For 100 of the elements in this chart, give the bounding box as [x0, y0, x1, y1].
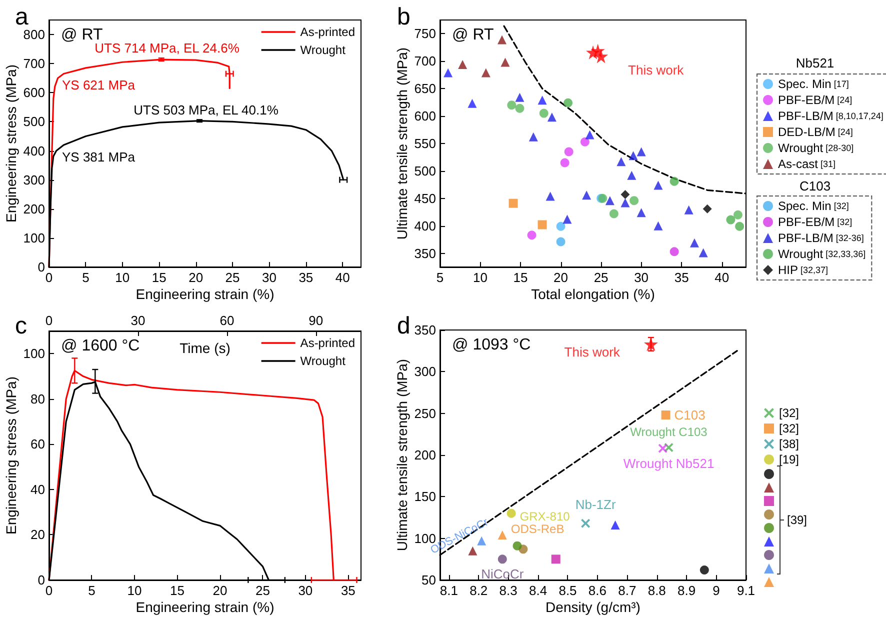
- y-tick-label: 450: [414, 190, 436, 206]
- annotation: @ RT: [452, 26, 494, 44]
- annotation: C103: [674, 408, 706, 422]
- x-tick-label: 5: [82, 270, 90, 285]
- annotation: Nb-1Zr: [575, 496, 616, 512]
- x-axis-title: Engineering strain (%): [136, 599, 274, 615]
- legend-label: PBF-LB/M [32-36]: [778, 231, 864, 245]
- x-tick-label: 30: [298, 583, 313, 598]
- x2-tick-label: 90: [308, 313, 324, 328]
- x-tick-label: 10: [127, 583, 142, 598]
- x-tick-label: 9: [712, 583, 720, 598]
- x-tick-label: 15: [513, 270, 528, 285]
- x-tick-label: 9.1: [736, 583, 756, 598]
- y-tick-label: 0: [38, 260, 45, 274]
- y-axis-title: Ultimate tensile strength (MPa): [394, 358, 410, 552]
- x-tick-label: 8.7: [618, 583, 636, 598]
- chart-title: b: [397, 4, 410, 30]
- x-tick-label: 8.2: [470, 583, 488, 598]
- y-tick-label: 0: [38, 572, 45, 588]
- x-axis-title: Total elongation (%): [531, 286, 655, 302]
- y-tick-label: 300: [23, 172, 45, 188]
- y-tick-label: 350: [414, 322, 436, 338]
- annotation: Wrought Nb521: [623, 456, 714, 471]
- x2-axis-title: Time (s): [180, 340, 230, 356]
- legend-label: HIP [32,37]: [778, 263, 828, 277]
- x-tick-label: 20: [188, 270, 204, 285]
- y-tick-label: 250: [414, 406, 436, 421]
- text: C103: [799, 178, 831, 194]
- annotation: YS 381 MPa: [62, 150, 136, 164]
- y-axis-title: Engineering stress (MPa): [3, 64, 19, 222]
- y-tick-label: 700: [414, 54, 436, 69]
- y-tick-label: 200: [23, 201, 45, 216]
- x-tick-label: 15: [170, 583, 184, 598]
- y-tick-label: 400: [23, 143, 45, 158]
- y-tick-label: 60: [30, 436, 45, 452]
- y-tick-label: 300: [414, 364, 436, 380]
- text: Nb521: [796, 56, 834, 70]
- legend-label: PBF-EB/M [32]: [778, 215, 852, 229]
- x-tick-label: 10: [115, 270, 130, 285]
- legend-label: [19]: [779, 452, 800, 466]
- legend-label: Wrought: [300, 43, 346, 57]
- series-label: This work: [628, 62, 684, 78]
- y-tick-label: 350: [414, 246, 436, 261]
- x-tick-label: 5: [88, 583, 96, 598]
- y-tick-label: 20: [30, 527, 45, 542]
- x-tick-label: 8.3: [499, 583, 518, 598]
- legend-label: PBF-LB/M [8,10,17,24]: [778, 109, 884, 123]
- x-tick-label: 30: [634, 270, 649, 285]
- x-tick-label: 40: [714, 270, 730, 285]
- y-tick-label: 40: [30, 482, 45, 497]
- legend-label: Spec. Min [32]: [778, 199, 849, 213]
- y-tick-label: 650: [414, 81, 436, 96]
- legend-label: DED-LB/M [24]: [778, 125, 853, 139]
- y-axis-title: Engineering stress (MPa): [3, 376, 19, 534]
- y-tick-label: 50: [422, 572, 436, 588]
- x-axis-title: Engineering strain (%): [136, 286, 274, 302]
- x-tick-label: 15: [152, 270, 166, 285]
- annotation: Wrought C103: [630, 425, 708, 439]
- y-tick-label: 150: [414, 489, 436, 504]
- y-tick-label: 750: [414, 26, 436, 42]
- legend-label: [32]: [779, 406, 800, 420]
- x-tick-label: 35: [674, 270, 689, 285]
- legend-label: [39]: [787, 513, 808, 527]
- y-tick-label: 100: [23, 230, 45, 246]
- chart-title: c: [15, 312, 27, 340]
- legend-label: Wrought [28-30]: [778, 141, 854, 155]
- annotation: @ 1600 °C: [61, 338, 140, 354]
- chart-title: d: [397, 312, 410, 340]
- y-tick-label: 500: [23, 114, 45, 130]
- x-tick-label: 25: [594, 270, 608, 285]
- legend-label: As-printed: [300, 336, 356, 350]
- x-tick-label: 20: [212, 583, 228, 598]
- x-tick-label: 35: [340, 583, 356, 598]
- legend-label: Wrought [32,33,36]: [778, 247, 866, 261]
- x-tick-label: 8.4: [529, 583, 548, 598]
- x-tick-label: 40: [335, 270, 350, 285]
- y-tick-label: 550: [414, 136, 436, 151]
- y-tick-label: 600: [23, 85, 45, 100]
- y-tick-label: 200: [414, 448, 436, 462]
- legend-label: [32]: [779, 422, 800, 436]
- y-tick-label: 80: [30, 391, 45, 406]
- legend-label: Wrought: [300, 354, 346, 368]
- annotation: ODS-ReB: [510, 522, 564, 536]
- annotation: UTS 503 MPa, EL 40.1%: [134, 102, 279, 118]
- x-tick-label: 35: [298, 270, 314, 285]
- y-tick-label: 400: [414, 218, 436, 234]
- x-tick-label: 8.9: [678, 583, 696, 598]
- x-tick-label: 8.1: [440, 583, 458, 598]
- legend-label: As-cast [31]: [778, 157, 836, 171]
- annotation: GRX-810: [520, 509, 570, 524]
- legend-label: PBF-EB/M [24]: [778, 93, 852, 107]
- y-tick-label: 500: [414, 163, 436, 178]
- legend-label: [38]: [779, 437, 800, 451]
- x-tick-label: 20: [554, 270, 568, 285]
- x-axis-title: Density (g/cm³): [546, 599, 640, 615]
- x-tick-label: 8.8: [648, 583, 666, 598]
- annotation: @ RT: [61, 26, 103, 44]
- x-tick-label: 25: [225, 270, 240, 285]
- y-axis-title: Ultimate tensile strength (MPa): [394, 47, 410, 240]
- x-tick-label: 10: [473, 270, 488, 285]
